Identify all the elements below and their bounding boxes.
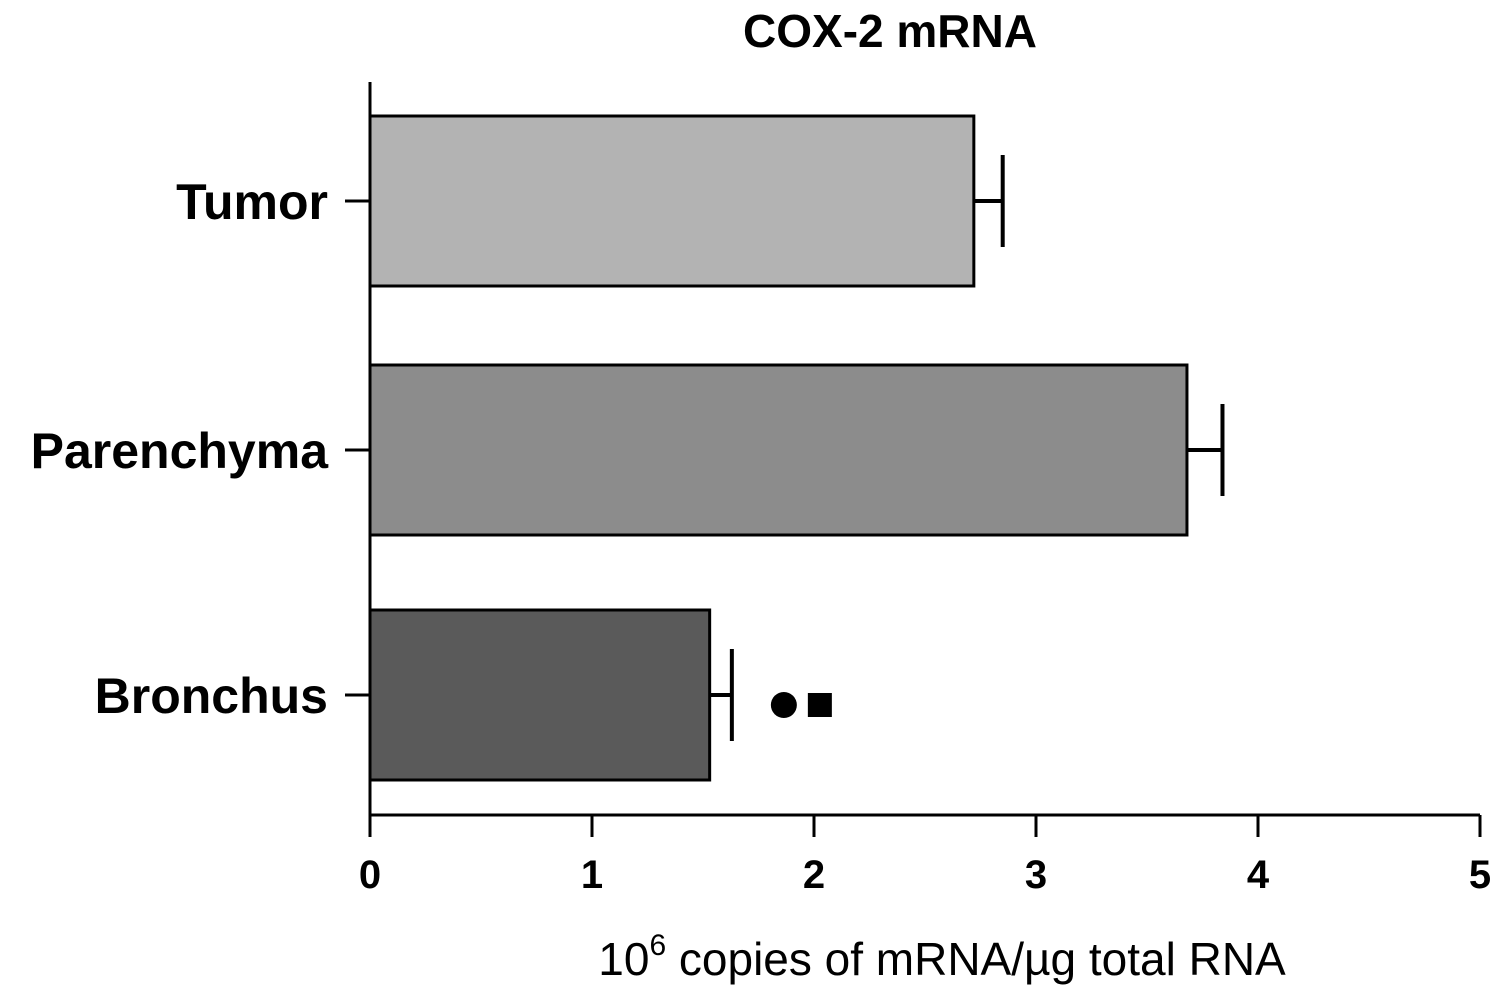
- x-tick-label-5: 5: [1469, 853, 1491, 897]
- x-axis-label-rest: copies of mRNA/µg total RNA: [666, 933, 1286, 985]
- category-label-bronchus: Bronchus: [95, 668, 328, 724]
- chart-title: COX-2 mRNA: [743, 5, 1037, 57]
- significance-circle-marker: [770, 692, 797, 718]
- x-axis-label: 106 copies of mRNA/µg total RNA: [598, 929, 1286, 985]
- x-tick-label-2: 2: [803, 853, 825, 897]
- bar-tumor: [368, 114, 976, 288]
- x-tick-label-3: 3: [1025, 853, 1047, 897]
- x-axis-label-exponent: 6: [649, 929, 666, 962]
- category-label-tumor: Tumor: [176, 174, 328, 230]
- x-tick-label-4: 4: [1247, 853, 1270, 897]
- bar-bronchus: [368, 608, 712, 782]
- x-tick-label-1: 1: [581, 853, 603, 897]
- x-axis-label-base: 10: [598, 933, 649, 985]
- significance-square-marker: [807, 693, 832, 717]
- x-tick-label-0: 0: [359, 853, 381, 897]
- category-label-parenchyma: Parenchyma: [31, 423, 330, 479]
- bars-layer: [368, 114, 1225, 782]
- axes-layer: [345, 82, 1482, 837]
- labels-layer: Tumor Parenchyma Bronchus 0 1 2 3 4 5: [31, 174, 1492, 897]
- bar-parenchyma: [368, 363, 1189, 537]
